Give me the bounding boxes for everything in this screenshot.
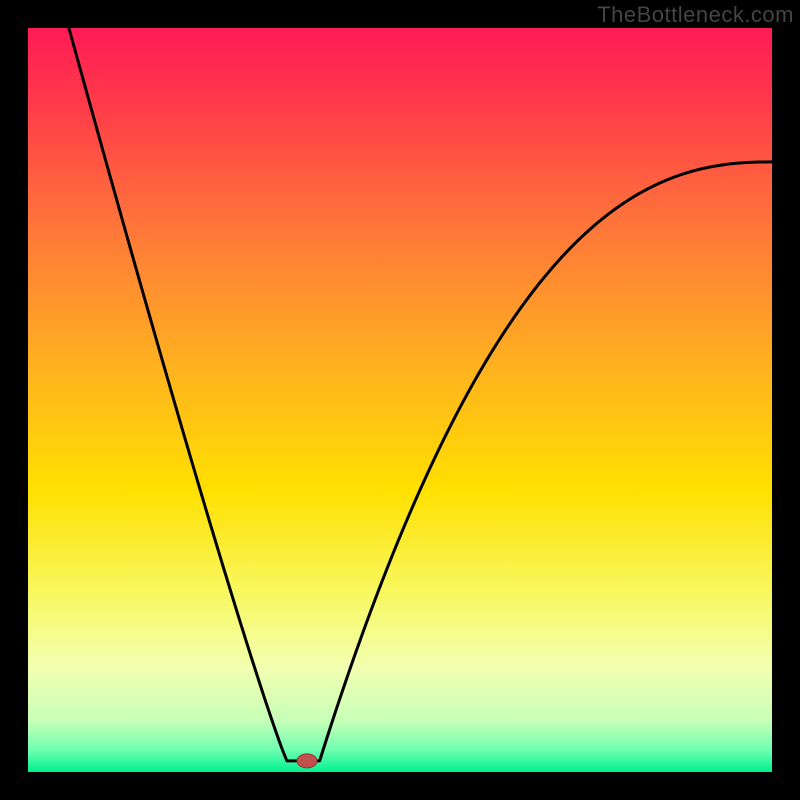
bottleneck-chart [0,0,800,800]
chart-frame: TheBottleneck.com [0,0,800,800]
watermark-text: TheBottleneck.com [597,2,794,28]
optimal-point-marker [297,754,317,768]
plot-background [28,28,772,772]
